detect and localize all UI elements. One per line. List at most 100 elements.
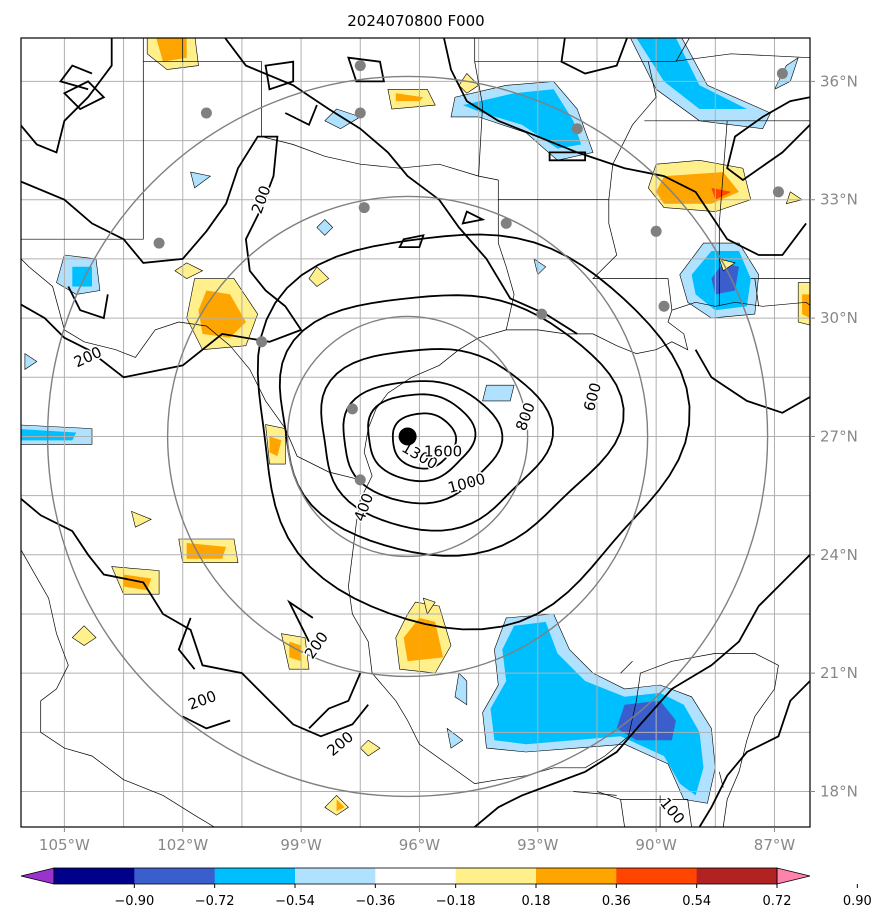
border-line bbox=[21, 258, 65, 330]
shaded-field-lightblue bbox=[446, 727, 464, 749]
station-dot bbox=[354, 474, 366, 486]
colorbar-tick-label: −0.54 bbox=[275, 894, 315, 909]
contour-line bbox=[177, 617, 196, 670]
contour-label: 1600 bbox=[424, 443, 462, 461]
range-ring bbox=[46, 75, 769, 798]
shaded-field-orange bbox=[802, 294, 810, 319]
colorbar-tick-label: −0.90 bbox=[114, 894, 154, 909]
station-dot bbox=[354, 60, 366, 72]
lon-tick-label: 105°W bbox=[39, 836, 90, 854]
colorbar-extend-high bbox=[776, 867, 811, 885]
contour-ring bbox=[342, 380, 504, 505]
storm-center-marker bbox=[398, 427, 417, 446]
shaded-field-lightyellow bbox=[422, 597, 436, 615]
longitude-tick-labels: 105°W 102°W 99°W 96°W 93°W 90°W 87°W bbox=[39, 827, 795, 854]
contour-line bbox=[560, 38, 629, 75]
lat-tick-label: 33°N bbox=[820, 191, 858, 209]
colorbar-segment bbox=[54, 868, 135, 884]
shaded-field-lightyellow bbox=[785, 191, 803, 205]
border-line bbox=[497, 180, 515, 330]
contour-ring bbox=[320, 348, 554, 532]
colorbar-segment bbox=[616, 868, 698, 884]
station-dot bbox=[153, 237, 165, 249]
border-line bbox=[474, 61, 657, 200]
contour-line bbox=[726, 96, 810, 182]
contour-closed bbox=[264, 60, 295, 91]
latitude-tick-labels: 18°N 21°N 24°N 27°N 30°N 33°N 36°N bbox=[810, 72, 858, 800]
border-line bbox=[754, 278, 760, 307]
colorbar: −0.90 −0.72 −0.54 −0.36 −0.18 0.18 0.36 0.54 0.7… bbox=[20, 867, 872, 909]
shaded-field-darkblue bbox=[711, 262, 739, 295]
range-ring bbox=[286, 315, 529, 558]
shaded-field-lightblue bbox=[190, 171, 212, 189]
coastline-segment bbox=[21, 549, 215, 827]
shaded-field-blue bbox=[21, 429, 77, 441]
chart-title: 2024070800 F000 bbox=[347, 12, 484, 30]
colorbar-tick-label: −0.72 bbox=[195, 894, 235, 909]
lon-tick-label: 87°W bbox=[754, 836, 796, 854]
lon-tick-label: 96°W bbox=[399, 836, 441, 854]
contour-line bbox=[58, 64, 93, 91]
shaded-field-darkblue bbox=[616, 700, 676, 741]
contour-line bbox=[21, 135, 303, 379]
contour-line bbox=[443, 38, 807, 256]
border-line bbox=[648, 53, 810, 63]
station-markers bbox=[153, 60, 788, 486]
range-ring bbox=[166, 195, 649, 678]
colorbar-tick-label: 0.18 bbox=[522, 894, 551, 909]
shaded-field-lightyellow bbox=[131, 510, 152, 528]
lat-tick-label: 24°N bbox=[820, 546, 858, 564]
shaded-field-lightblue bbox=[454, 672, 468, 706]
contour-closed bbox=[461, 210, 486, 225]
colorbar-tick-label: 0.72 bbox=[763, 894, 792, 909]
shaded-field-orange bbox=[198, 290, 246, 338]
station-dot bbox=[354, 107, 366, 119]
contour-closed bbox=[548, 151, 586, 162]
colorbar-segment bbox=[536, 868, 617, 884]
shaded-field-orange bbox=[156, 38, 187, 62]
shaded-field-lightblue bbox=[316, 219, 334, 236]
lon-tick-label: 99°W bbox=[280, 836, 322, 854]
colorbar-segment bbox=[455, 868, 537, 884]
coastline bbox=[21, 301, 810, 827]
shaded-field-lightyellow bbox=[308, 266, 330, 287]
border-line bbox=[64, 321, 361, 481]
coastline-segment bbox=[620, 661, 633, 674]
station-dot bbox=[358, 202, 370, 214]
shaded-field-lightyellow bbox=[359, 739, 381, 757]
contour-line bbox=[182, 715, 231, 730]
range-rings bbox=[46, 75, 769, 798]
contour-line bbox=[21, 497, 369, 738]
contour-line bbox=[308, 672, 362, 730]
colorbar-frame bbox=[53, 867, 778, 885]
lat-tick-label: 36°N bbox=[820, 72, 858, 90]
colorbar-segment bbox=[375, 868, 457, 884]
lon-tick-label: 93°W bbox=[517, 836, 559, 854]
station-dot bbox=[658, 300, 670, 312]
lat-lon-gridlines bbox=[21, 38, 810, 827]
station-dot bbox=[536, 308, 548, 320]
map-frame bbox=[20, 37, 811, 828]
contour-line bbox=[284, 104, 318, 127]
border-line bbox=[718, 120, 728, 307]
border-line bbox=[675, 38, 690, 62]
contour-ring bbox=[278, 294, 625, 557]
lon-tick-label: 102°W bbox=[157, 836, 208, 854]
colorbar-extend-low bbox=[20, 867, 55, 885]
station-dot bbox=[650, 225, 662, 237]
colorbar-segment bbox=[696, 868, 778, 884]
shaded-field-lightblue bbox=[533, 258, 547, 276]
shaded-field-lightyellow bbox=[174, 262, 204, 279]
colorbar-tick-label: 0.54 bbox=[682, 894, 711, 909]
station-dot bbox=[776, 68, 788, 80]
border-line bbox=[809, 139, 810, 200]
border-line bbox=[21, 61, 144, 240]
station-dot bbox=[256, 336, 268, 348]
coastline-segment bbox=[348, 301, 810, 827]
shaded-field-orange bbox=[403, 617, 444, 662]
contour-closed bbox=[62, 80, 106, 111]
border-line bbox=[596, 791, 692, 827]
thick-contours bbox=[21, 38, 810, 827]
lat-tick-label: 18°N bbox=[820, 782, 858, 800]
shaded-field-lightblue bbox=[482, 384, 515, 402]
